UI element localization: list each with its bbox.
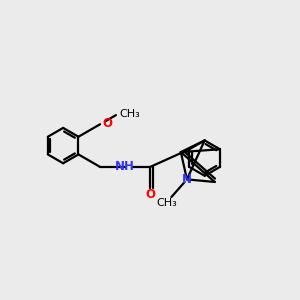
Text: O: O: [102, 117, 112, 130]
Text: CH₃: CH₃: [119, 109, 140, 119]
Text: NH: NH: [115, 160, 135, 173]
Text: N: N: [182, 173, 192, 186]
Text: O: O: [145, 188, 155, 200]
Text: CH₃: CH₃: [156, 198, 177, 208]
